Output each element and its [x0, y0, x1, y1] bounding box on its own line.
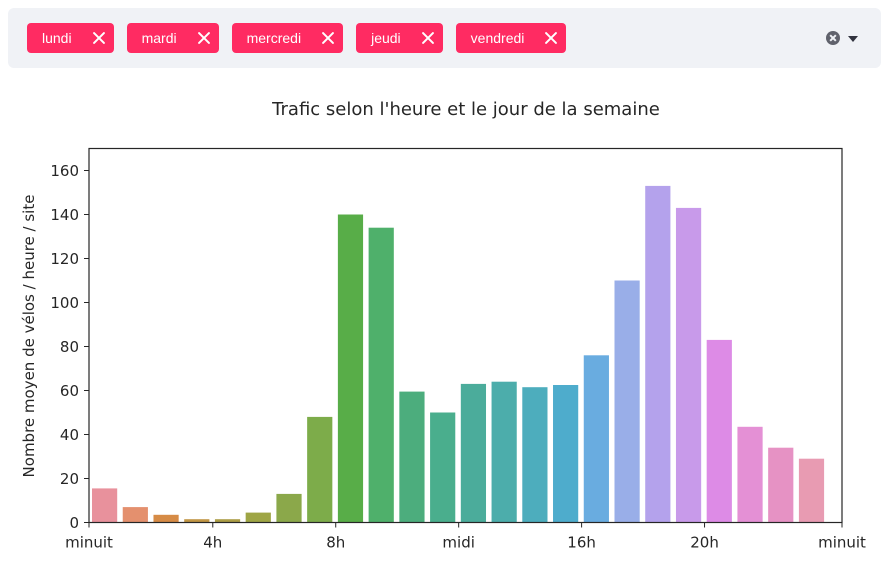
remove-tag-icon[interactable] — [197, 31, 211, 45]
x-tick-label: 16h — [567, 534, 596, 552]
bar-hour-22 — [768, 447, 794, 523]
tag-label: mardi — [141, 30, 177, 46]
day-multiselect[interactable]: lundi mardi mercredi jeudi vendredi — [8, 8, 881, 68]
remove-tag-icon[interactable] — [544, 31, 558, 45]
bar-hour-12 — [460, 383, 487, 523]
x-axis: minuit 4h 8h midi 16h 20h minuit — [65, 522, 866, 552]
tag-label: vendredi — [470, 30, 525, 46]
bar-hour-21 — [737, 426, 763, 523]
tag-label: jeudi — [371, 30, 401, 46]
tag-mardi: mardi — [126, 23, 219, 53]
y-tick-label: 120 — [50, 250, 79, 268]
plot-frame — [88, 147, 843, 524]
bar-hour-5 — [245, 512, 271, 523]
bar-hour-14 — [522, 387, 548, 523]
bar-hour-4 — [214, 519, 241, 523]
y-tick-label: 100 — [50, 294, 79, 312]
bar-hour-19 — [675, 207, 702, 523]
x-tick-label: 8h — [326, 534, 345, 552]
remove-tag-icon[interactable] — [321, 31, 335, 45]
y-axis-label: Nombre moyen de vélos / heure / site — [20, 195, 38, 478]
x-tick-label: minuit — [818, 534, 866, 552]
y-tick-label: 80 — [60, 338, 79, 356]
tag-lundi: lundi — [27, 23, 114, 53]
bar-hour-2 — [153, 514, 179, 523]
x-tick-label: minuit — [65, 534, 113, 552]
y-tick-label: 20 — [60, 470, 79, 488]
bar-hour-23 — [798, 458, 825, 523]
bar-hour-13 — [491, 381, 517, 523]
y-tick-label: 40 — [60, 426, 79, 444]
y-tick-label: 0 — [69, 514, 79, 532]
tag-jeudi: jeudi — [356, 23, 443, 53]
remove-tag-icon[interactable] — [421, 31, 435, 45]
x-tick-label: midi — [442, 534, 474, 552]
tag-vendredi: vendredi — [455, 23, 567, 53]
bar-hour-0 — [92, 488, 118, 523]
bar-hour-16 — [583, 355, 609, 523]
x-tick-label: 20h — [690, 534, 719, 552]
bar-hour-10 — [399, 391, 425, 523]
tag-label: lundi — [42, 30, 72, 46]
bar-hour-7 — [307, 416, 333, 523]
traffic-bar-chart: Trafic selon l'heure et le jour de la se… — [20, 99, 866, 552]
y-tick-label: 60 — [60, 382, 79, 400]
bar-hour-3 — [184, 519, 210, 523]
x-tick-label: 4h — [203, 534, 222, 552]
chevron-down-icon[interactable] — [848, 36, 858, 42]
bar-hour-20 — [706, 339, 732, 523]
tag-label: mercredi — [246, 30, 302, 46]
y-tick-label: 140 — [50, 206, 79, 224]
y-tick-label: 160 — [50, 162, 79, 180]
clear-all-icon[interactable] — [826, 31, 840, 45]
bar-hour-6 — [276, 493, 302, 523]
bar-hour-9 — [368, 227, 394, 523]
bar-hour-1 — [122, 507, 148, 523]
remove-tag-icon[interactable] — [92, 31, 106, 45]
selected-tags: lundi mardi mercredi jeudi vendredi — [27, 23, 567, 53]
bars — [92, 185, 825, 523]
bar-hour-11 — [430, 412, 456, 523]
chart-title: Trafic selon l'heure et le jour de la se… — [271, 99, 660, 120]
bar-hour-17 — [614, 280, 640, 523]
bar-hour-8 — [337, 214, 364, 523]
y-axis: 0 20 40 60 80 100 120 140 160 — [50, 162, 89, 532]
bar-hour-15 — [553, 385, 579, 523]
tag-mercredi: mercredi — [231, 23, 344, 53]
bar-hour-18 — [645, 185, 671, 523]
